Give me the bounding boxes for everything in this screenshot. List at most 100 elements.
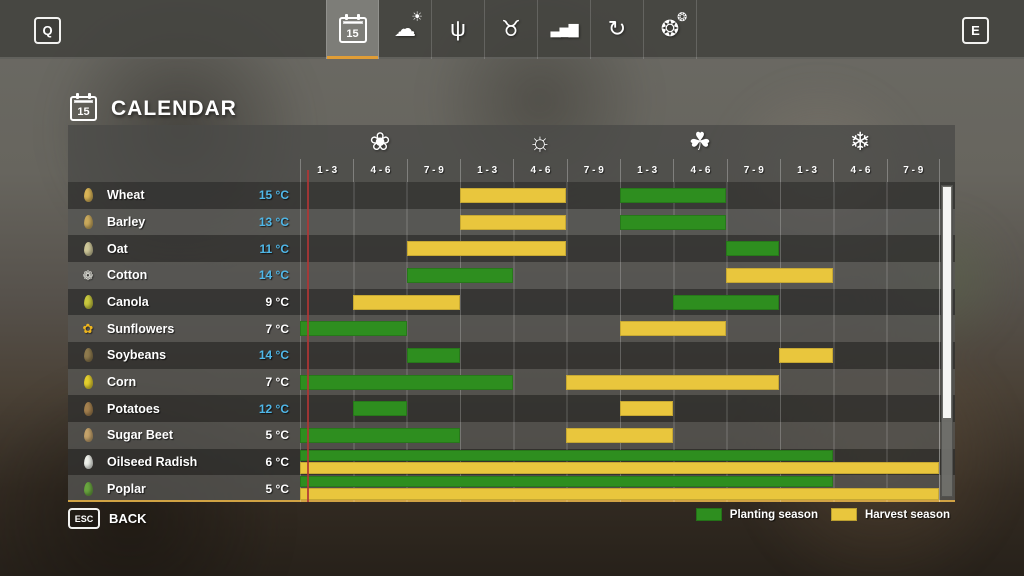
settings-icon: ❂ [660, 16, 680, 41]
settings-secondary-icon: ❂ [677, 10, 688, 24]
period-header: 4 - 6 [833, 159, 886, 182]
crop-name: Cotton [107, 268, 148, 283]
period-header: 1 - 3 [300, 159, 353, 182]
back-button[interactable]: ESC BACK [68, 508, 147, 529]
planting-bar [300, 427, 460, 443]
crop-temperature: 7 °C [265, 374, 289, 389]
crop-temperature: 14 °C [258, 348, 289, 363]
spring-icon: ❀ [369, 127, 391, 156]
crop-temperature: 13 °C [258, 214, 289, 229]
planting-bar [406, 267, 513, 283]
crop-name: Sunflowers [107, 321, 175, 336]
esc-key-icon[interactable]: ESC [68, 508, 100, 529]
cotton-icon: ❁ [82, 267, 94, 283]
period-header: 4 - 6 [353, 159, 406, 182]
period-header: 4 - 6 [513, 159, 566, 182]
planting-bar [300, 476, 833, 488]
footer-bar: ESC BACK Planting season Harvest season [68, 506, 955, 536]
period-header: 7 - 9 [566, 159, 620, 182]
period-header: 1 - 3 [619, 159, 673, 182]
crop-name: Wheat [107, 188, 145, 203]
soybeans-icon [81, 348, 95, 363]
harvest-bar [779, 347, 833, 363]
oilseed-radish-icon [81, 454, 95, 469]
crop-row-potatoes: Potatoes 12 °C [68, 395, 955, 422]
summer-icon: ☼ [528, 127, 552, 156]
legend-item-harvest: Harvest season [830, 508, 950, 521]
tab-weather[interactable]: ☁ ☀ [379, 0, 432, 59]
harvest-bar [619, 321, 726, 337]
tab-settings[interactable]: ❂ ❂ [644, 0, 697, 59]
tab-crops[interactable]: ψ [432, 0, 485, 59]
crop-row-canola: Canola 9 °C [68, 288, 955, 316]
crop-row-oat: Oat 11 °C [68, 235, 955, 262]
harvest-bar [406, 241, 567, 257]
crop-row-cotton: ❁ Cotton 14 °C [68, 261, 955, 289]
planting-bar [726, 241, 780, 257]
crop-row-sunflowers: ✿ Sunflowers 7 °C [68, 315, 955, 342]
crop-name: Potatoes [107, 401, 160, 416]
animals-icon: ♉ [501, 16, 521, 41]
weather-secondary-icon: ☀ [411, 9, 423, 24]
period-header: 7 - 9 [886, 159, 940, 182]
season-autumn: ☘ [620, 125, 780, 159]
crop-name: Sugar Beet [107, 428, 173, 443]
planting-bar [300, 449, 833, 461]
crop-temperature: 15 °C [258, 188, 289, 203]
period-header: 7 - 9 [726, 159, 780, 182]
planting-bar [619, 188, 726, 203]
season-summer: ☼ [460, 125, 620, 159]
season-winter: ❄ [780, 125, 940, 159]
crop-name: Soybeans [107, 348, 167, 363]
page-title: CALENDAR [111, 96, 237, 120]
harvest-bar [566, 374, 780, 390]
corn-icon [81, 374, 95, 389]
sugar-beet-icon [81, 428, 95, 443]
crop-row-poplar: Poplar 5 °C [68, 475, 955, 502]
crop-row-soybeans: Soybeans 14 °C [68, 341, 955, 369]
tab-animals[interactable]: ♉ [485, 0, 538, 59]
crop-temperature: 14 °C [258, 268, 289, 283]
poplar-icon [81, 481, 95, 496]
crop-temperature: 5 °C [265, 481, 289, 496]
calendar-scrollbar[interactable] [941, 185, 953, 497]
barley-icon [81, 214, 95, 229]
crops-icon: ψ [450, 16, 466, 41]
tab-economy[interactable]: ↻ [591, 0, 644, 59]
planting-bar [619, 214, 726, 230]
planting-bar [672, 294, 780, 310]
crop-name: Poplar [107, 481, 146, 496]
weather-icon: ☁ [394, 16, 416, 41]
crop-row-sugar-beet: Sugar Beet 5 °C [68, 421, 955, 449]
wheat-icon [81, 188, 95, 203]
hotkey-e-button[interactable]: E [962, 17, 989, 44]
planting-bar [300, 374, 513, 390]
crop-temperature: 9 °C [265, 294, 289, 309]
crop-row-oilseed-radish: Oilseed Radish 6 °C [68, 448, 955, 476]
calendar-icon-number: 15 [346, 27, 359, 40]
season-spring: ❀ [300, 125, 460, 159]
period-header: 1 - 3 [459, 159, 513, 182]
crop-name: Oat [107, 241, 128, 256]
current-day-indicator [307, 170, 310, 502]
crop-name: Corn [107, 374, 137, 389]
calendar-title-icon: 15 [70, 93, 97, 121]
autumn-icon: ☘ [688, 127, 712, 156]
crop-row-wheat: Wheat 15 °C [68, 182, 955, 209]
tab-calendar[interactable]: 15 [326, 0, 379, 59]
calendar-icon: 15 [338, 13, 367, 43]
top-menu-bar: Q 15 ☁ ☀ ψ ♉ ▃▅▇ ↻ ❂ ❂ E [0, 0, 1024, 59]
economy-icon: ↻ [607, 16, 627, 41]
scrollbar-thumb[interactable] [943, 187, 951, 418]
harvest-bar [459, 188, 567, 203]
back-label: BACK [109, 511, 147, 526]
hotkey-q-button[interactable]: Q [34, 17, 61, 44]
period-header: 4 - 6 [673, 159, 726, 182]
crop-temperature: 11 °C [259, 241, 289, 256]
tab-statistics[interactable]: ▃▅▇ [538, 0, 591, 59]
legend-item-planting: Planting season [695, 508, 818, 521]
crop-temperature: 6 °C [265, 454, 289, 469]
